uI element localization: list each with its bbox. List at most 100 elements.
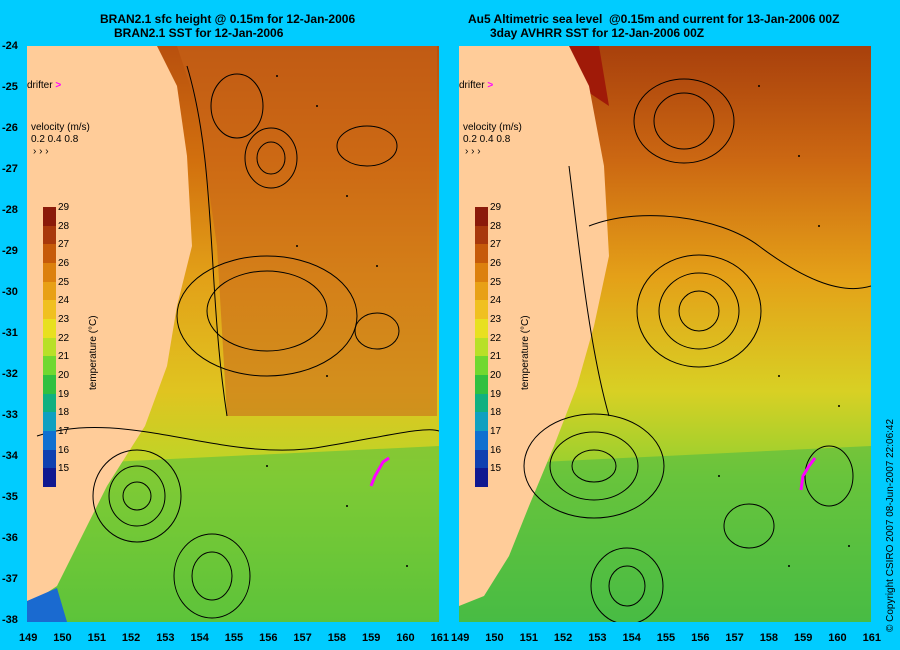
velocity-arrows xyxy=(266,75,408,567)
colorbar-swatch xyxy=(43,281,56,301)
drifter-icon: > xyxy=(55,80,62,91)
colorbar-swatch xyxy=(475,300,488,319)
colorbar-swatch xyxy=(475,468,488,487)
lon-tick-label: 161 xyxy=(430,632,449,644)
copyright-text: © Copyright CSIRO 2007 08-Jun-2007 22:06… xyxy=(885,418,896,632)
lat-tick-label: -26 xyxy=(2,122,18,134)
colorbar-tick-label: 15 xyxy=(58,463,70,475)
left-map-panel xyxy=(27,46,439,622)
lat-tick-label: -32 xyxy=(2,368,18,380)
lon-tick-label: 154 xyxy=(190,632,209,644)
lat-tick-label: -36 xyxy=(2,532,18,544)
lon-tick-label: 153 xyxy=(156,632,175,644)
lon-tick-label: 152 xyxy=(121,632,141,644)
drifter-track xyxy=(799,457,817,491)
colorbar-swatch xyxy=(475,412,488,431)
colorbar-tick-label: 28 xyxy=(58,220,70,232)
colorbar-tick-label: 24 xyxy=(490,295,502,307)
colorbar-tick-label: 18 xyxy=(58,407,70,419)
colorbar-swatch xyxy=(43,337,56,357)
lat-tick-label: -28 xyxy=(2,204,18,216)
colorbar-tick-label: 15 xyxy=(490,463,502,475)
colorbar-tick-label: 18 xyxy=(490,407,502,419)
colorbar-swatch xyxy=(43,375,56,394)
velocity-arrow-icon: › › › xyxy=(33,146,49,157)
colorbar-tick-label: 27 xyxy=(490,239,502,251)
colorbar-tick-label: 24 xyxy=(58,295,70,307)
sea-level-contours xyxy=(36,65,439,619)
right-panel-title-line1: Au5 Altimetric sea level @0.15m and curr… xyxy=(468,12,840,26)
lon-tick-label: 161 xyxy=(862,632,881,644)
lon-tick-label: 160 xyxy=(828,632,847,644)
colorbar-tick-label: 19 xyxy=(490,388,502,400)
colorbar-swatch xyxy=(475,431,488,450)
lon-tick-label: 157 xyxy=(293,632,312,644)
colorbar-swatch xyxy=(43,263,56,282)
colorbar-swatch xyxy=(43,225,56,245)
lat-tick-label: -25 xyxy=(2,81,18,93)
right-map-panel xyxy=(459,46,871,622)
colorbar-swatch xyxy=(43,449,56,469)
colorbar-tick-label: 20 xyxy=(490,370,502,381)
colorbar-tick-label: 26 xyxy=(490,258,502,269)
lat-tick-label: -34 xyxy=(2,450,18,462)
lat-tick-label: -29 xyxy=(2,245,18,257)
velocity-arrows xyxy=(718,85,850,567)
australia-coastline xyxy=(27,46,192,606)
colorbar-tick-label: 26 xyxy=(58,258,70,269)
lon-tick-label: 153 xyxy=(588,632,607,644)
lon-tick-label: 160 xyxy=(396,632,415,644)
colorbar-swatch xyxy=(475,281,488,301)
right-panel-title-line2: 3day AVHRR SST for 12-Jan-2006 00Z xyxy=(490,26,705,40)
left-colorbar-title: temperature (°C) xyxy=(88,315,99,390)
velocity-scale: 0.2 0.4 0.8 xyxy=(463,134,511,145)
colorbar-swatch xyxy=(475,319,488,338)
colorbar-tick-label: 16 xyxy=(490,444,502,456)
lon-tick-label: 157 xyxy=(725,632,744,644)
colorbar-swatch xyxy=(475,244,488,263)
colorbar-swatch xyxy=(43,300,56,319)
colorbar-swatch xyxy=(475,207,488,226)
lon-tick-label: 150 xyxy=(485,632,504,644)
colorbar-swatch xyxy=(475,225,488,245)
lat-tick-label: -38 xyxy=(2,614,18,626)
lon-tick-label: 156 xyxy=(259,632,278,644)
colorbar-swatch xyxy=(43,356,56,375)
colorbar-tick-label: 27 xyxy=(58,239,70,251)
velocity-label: velocity (m/s) xyxy=(463,122,522,133)
colorbar-tick-label: 21 xyxy=(58,351,70,363)
left-colorbar xyxy=(43,207,56,487)
velocity-scale: 0.2 0.4 0.8 xyxy=(31,134,79,145)
lat-tick-label: -31 xyxy=(2,327,18,339)
left-panel-title-line1: BRAN2.1 sfc height @ 0.15m for 12-Jan-20… xyxy=(100,12,356,26)
colorbar-swatch xyxy=(475,393,488,413)
right-colorbar xyxy=(475,207,488,487)
colorbar-tick-label: 16 xyxy=(58,444,70,456)
colorbar-swatch xyxy=(43,319,56,338)
colorbar-swatch xyxy=(475,449,488,469)
drifter-icon: > xyxy=(487,80,494,91)
colorbar-tick-label: 17 xyxy=(58,426,70,437)
lon-tick-label: 150 xyxy=(53,632,72,644)
right-colorbar-title: temperature (°C) xyxy=(520,315,531,390)
lat-tick-label: -30 xyxy=(2,286,18,298)
colorbar-tick-label: 23 xyxy=(58,314,70,325)
colorbar-tick-label: 22 xyxy=(490,332,502,344)
lon-tick-label: 151 xyxy=(519,632,538,644)
left-panel-title-line2: BRAN2.1 SST for 12-Jan-2006 xyxy=(114,26,284,40)
lon-tick-label: 156 xyxy=(691,632,710,644)
lat-tick-label: -37 xyxy=(2,573,18,585)
colorbar-tick-label: 29 xyxy=(490,202,502,213)
drifter-label: drifter xyxy=(27,80,53,91)
velocity-label: velocity (m/s) xyxy=(31,122,90,133)
lat-tick-label: -27 xyxy=(2,163,18,175)
colorbar-swatch xyxy=(43,412,56,431)
lon-tick-label: 158 xyxy=(759,632,779,644)
drifter-track xyxy=(369,456,390,487)
colorbar-swatch xyxy=(475,356,488,375)
colorbar-swatch xyxy=(43,468,56,487)
left-sst-map xyxy=(27,46,439,622)
colorbar-tick-label: 20 xyxy=(58,370,70,381)
lon-tick-label: 149 xyxy=(19,632,38,644)
lon-tick-label: 152 xyxy=(553,632,573,644)
